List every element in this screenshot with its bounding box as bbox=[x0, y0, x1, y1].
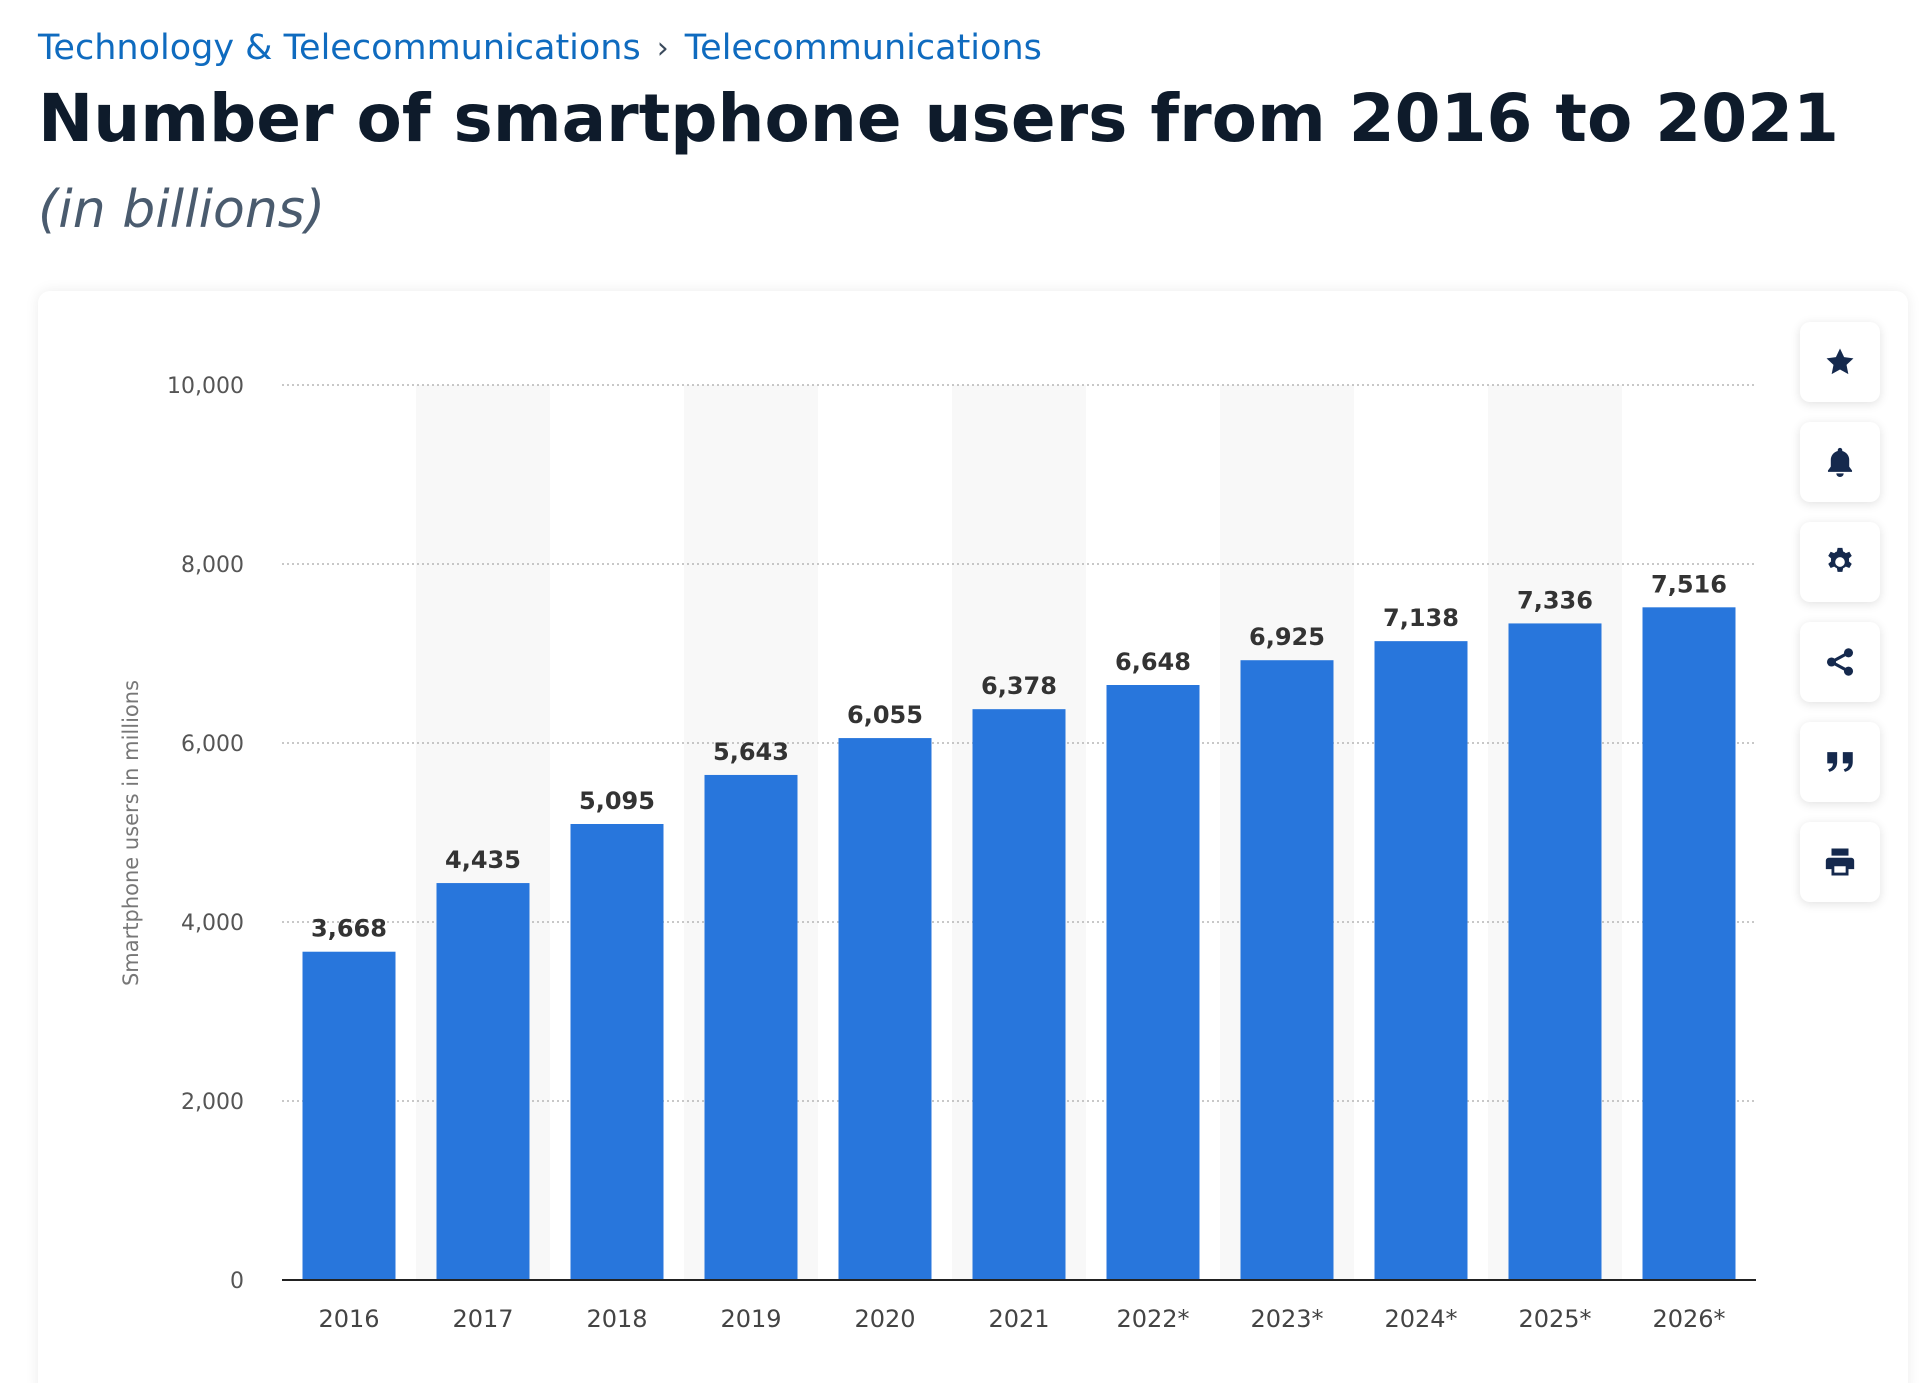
star-icon bbox=[1826, 348, 1854, 375]
breadcrumb-separator: › bbox=[656, 30, 669, 66]
bar bbox=[1240, 660, 1334, 1280]
data-label: 7,516 bbox=[1651, 570, 1727, 598]
quote-icon bbox=[1827, 752, 1853, 772]
bar bbox=[302, 951, 396, 1280]
data-label: 6,925 bbox=[1249, 623, 1325, 651]
data-label: 7,138 bbox=[1383, 604, 1459, 632]
x-tick-label: 2016 bbox=[318, 1305, 379, 1333]
bars bbox=[302, 607, 1736, 1280]
breadcrumb-link-technology[interactable]: Technology & Telecommunications bbox=[38, 28, 641, 68]
cite-button[interactable] bbox=[1800, 722, 1880, 802]
data-label: 4,435 bbox=[445, 846, 521, 874]
bell-icon bbox=[1827, 447, 1853, 478]
print-button[interactable] bbox=[1800, 822, 1880, 902]
bar bbox=[1106, 685, 1200, 1280]
bar bbox=[838, 738, 932, 1280]
notification-button[interactable] bbox=[1800, 422, 1880, 502]
data-label: 6,648 bbox=[1115, 648, 1191, 676]
y-tick-label: 8,000 bbox=[181, 553, 244, 578]
bar bbox=[1642, 607, 1736, 1280]
x-tick-label: 2020 bbox=[854, 1305, 915, 1333]
bar bbox=[436, 883, 530, 1280]
x-tick-label: 2019 bbox=[720, 1305, 781, 1333]
x-tick-label: 2021 bbox=[988, 1305, 1049, 1333]
x-axis-ticks: 2016 2017 2018 2019 2020 2021 2022* 2023* 2024* 2… bbox=[318, 1305, 1725, 1333]
data-label: 5,643 bbox=[713, 738, 789, 766]
y-tick-label: 6,000 bbox=[181, 732, 244, 757]
x-tick-label: 2024* bbox=[1384, 1305, 1457, 1333]
data-label: 5,095 bbox=[579, 787, 655, 815]
value-labels: 3,668 4,435 5,095 5,643 6,055 6,378 6,648 6,925… bbox=[311, 570, 1727, 942]
share-button[interactable] bbox=[1800, 622, 1880, 702]
bar bbox=[972, 709, 1066, 1280]
chart-toolbar bbox=[1800, 322, 1880, 922]
y-axis-ticks: 0 2,000 4,000 6,000 8,000 10,000 bbox=[167, 374, 244, 1294]
page-subtitle: (in billions) bbox=[38, 180, 326, 240]
data-label: 3,668 bbox=[311, 915, 387, 943]
x-tick-label: 2022* bbox=[1116, 1305, 1189, 1333]
y-tick-label: 0 bbox=[230, 1269, 244, 1294]
data-label: 6,055 bbox=[847, 701, 923, 729]
bar-chart: 0 2,000 4,000 6,000 8,000 10,000 3,668 4,435 5,… bbox=[119, 374, 1756, 1333]
x-tick-label: 2023* bbox=[1250, 1305, 1323, 1333]
gear-icon bbox=[1828, 547, 1852, 572]
y-tick-label: 10,000 bbox=[167, 374, 244, 399]
page-title: Number of smartphone users from 2016 to … bbox=[38, 80, 1839, 157]
y-axis-title: Smartphone users in millions bbox=[119, 680, 143, 986]
bar bbox=[1374, 641, 1468, 1280]
y-tick-label: 2,000 bbox=[181, 1090, 244, 1115]
y-tick-label: 4,000 bbox=[181, 911, 244, 936]
bar bbox=[570, 823, 664, 1280]
settings-button[interactable] bbox=[1800, 522, 1880, 602]
data-label: 7,336 bbox=[1517, 586, 1593, 614]
x-tick-label: 2017 bbox=[452, 1305, 513, 1333]
chart-card: 0 2,000 4,000 6,000 8,000 10,000 3,668 4,435 5,… bbox=[38, 291, 1908, 1383]
x-tick-label: 2026* bbox=[1652, 1305, 1725, 1333]
bar bbox=[704, 774, 798, 1280]
data-label: 6,378 bbox=[981, 672, 1057, 700]
share-icon bbox=[1826, 648, 1854, 676]
print-icon bbox=[1825, 848, 1855, 876]
favorite-button[interactable] bbox=[1800, 322, 1880, 402]
breadcrumb-link-telecommunications[interactable]: Telecommunications bbox=[684, 28, 1042, 68]
x-tick-label: 2018 bbox=[586, 1305, 647, 1333]
x-tick-label: 2025* bbox=[1518, 1305, 1591, 1333]
breadcrumb: Technology & Telecommunications › Teleco… bbox=[38, 24, 1042, 72]
bar bbox=[1508, 623, 1602, 1280]
